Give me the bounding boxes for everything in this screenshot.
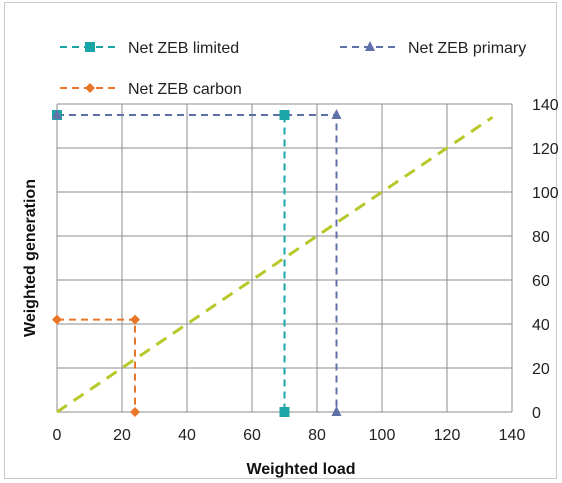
legend-marker-swatch (85, 42, 95, 52)
x-tick-label: 120 (434, 427, 461, 444)
data-point-marker (331, 406, 342, 416)
chart-frame (4, 2, 557, 479)
x-tick-label: 140 (499, 427, 526, 444)
data-point-marker (52, 314, 62, 325)
series-line-1 (57, 114, 338, 412)
tick-labels: 0 20 40 60 80 100 120 140 0 20 40 60 80 100 120 140 (53, 97, 559, 444)
y-tick-label: 40 (532, 317, 550, 334)
x-tick-label: 100 (369, 427, 396, 444)
legend-marker-swatch (85, 83, 95, 93)
y-tick-label: 120 (532, 141, 559, 158)
y-tick-label: 20 (532, 361, 550, 378)
x-axis-title: Weighted load (246, 461, 355, 478)
legend-marker-swatch (365, 41, 375, 51)
data-point-marker (331, 109, 342, 119)
x-tick-label: 80 (308, 427, 326, 444)
data-markers (52, 109, 342, 417)
series-line-0 (57, 114, 286, 412)
x-tick-label: 20 (113, 427, 131, 444)
x-tick-label: 40 (178, 427, 196, 444)
data-point-marker (130, 407, 140, 417)
data-point-marker (52, 109, 62, 119)
y-axis-title: Weighted generation (22, 179, 39, 337)
x-tick-label: 0 (53, 427, 62, 444)
legend: Net ZEB limited Net ZEB primary Net ZEB ca… (60, 40, 526, 98)
legend-label: Net ZEB limited (128, 40, 239, 57)
x-tick-label: 60 (243, 427, 261, 444)
y-tick-label: 140 (532, 97, 559, 114)
legend-label: Net ZEB primary (408, 40, 526, 57)
reference-diagonal-line (56, 115, 494, 414)
y-tick-label: 0 (532, 405, 541, 422)
data-point-marker (279, 407, 290, 417)
y-tick-label: 60 (532, 273, 550, 290)
y-tick-label: 100 (532, 185, 559, 202)
legend-label: Net ZEB carbon (128, 81, 242, 98)
data-point-marker (279, 110, 290, 120)
y-tick-label: 80 (532, 229, 550, 246)
data-point-marker (130, 314, 140, 325)
